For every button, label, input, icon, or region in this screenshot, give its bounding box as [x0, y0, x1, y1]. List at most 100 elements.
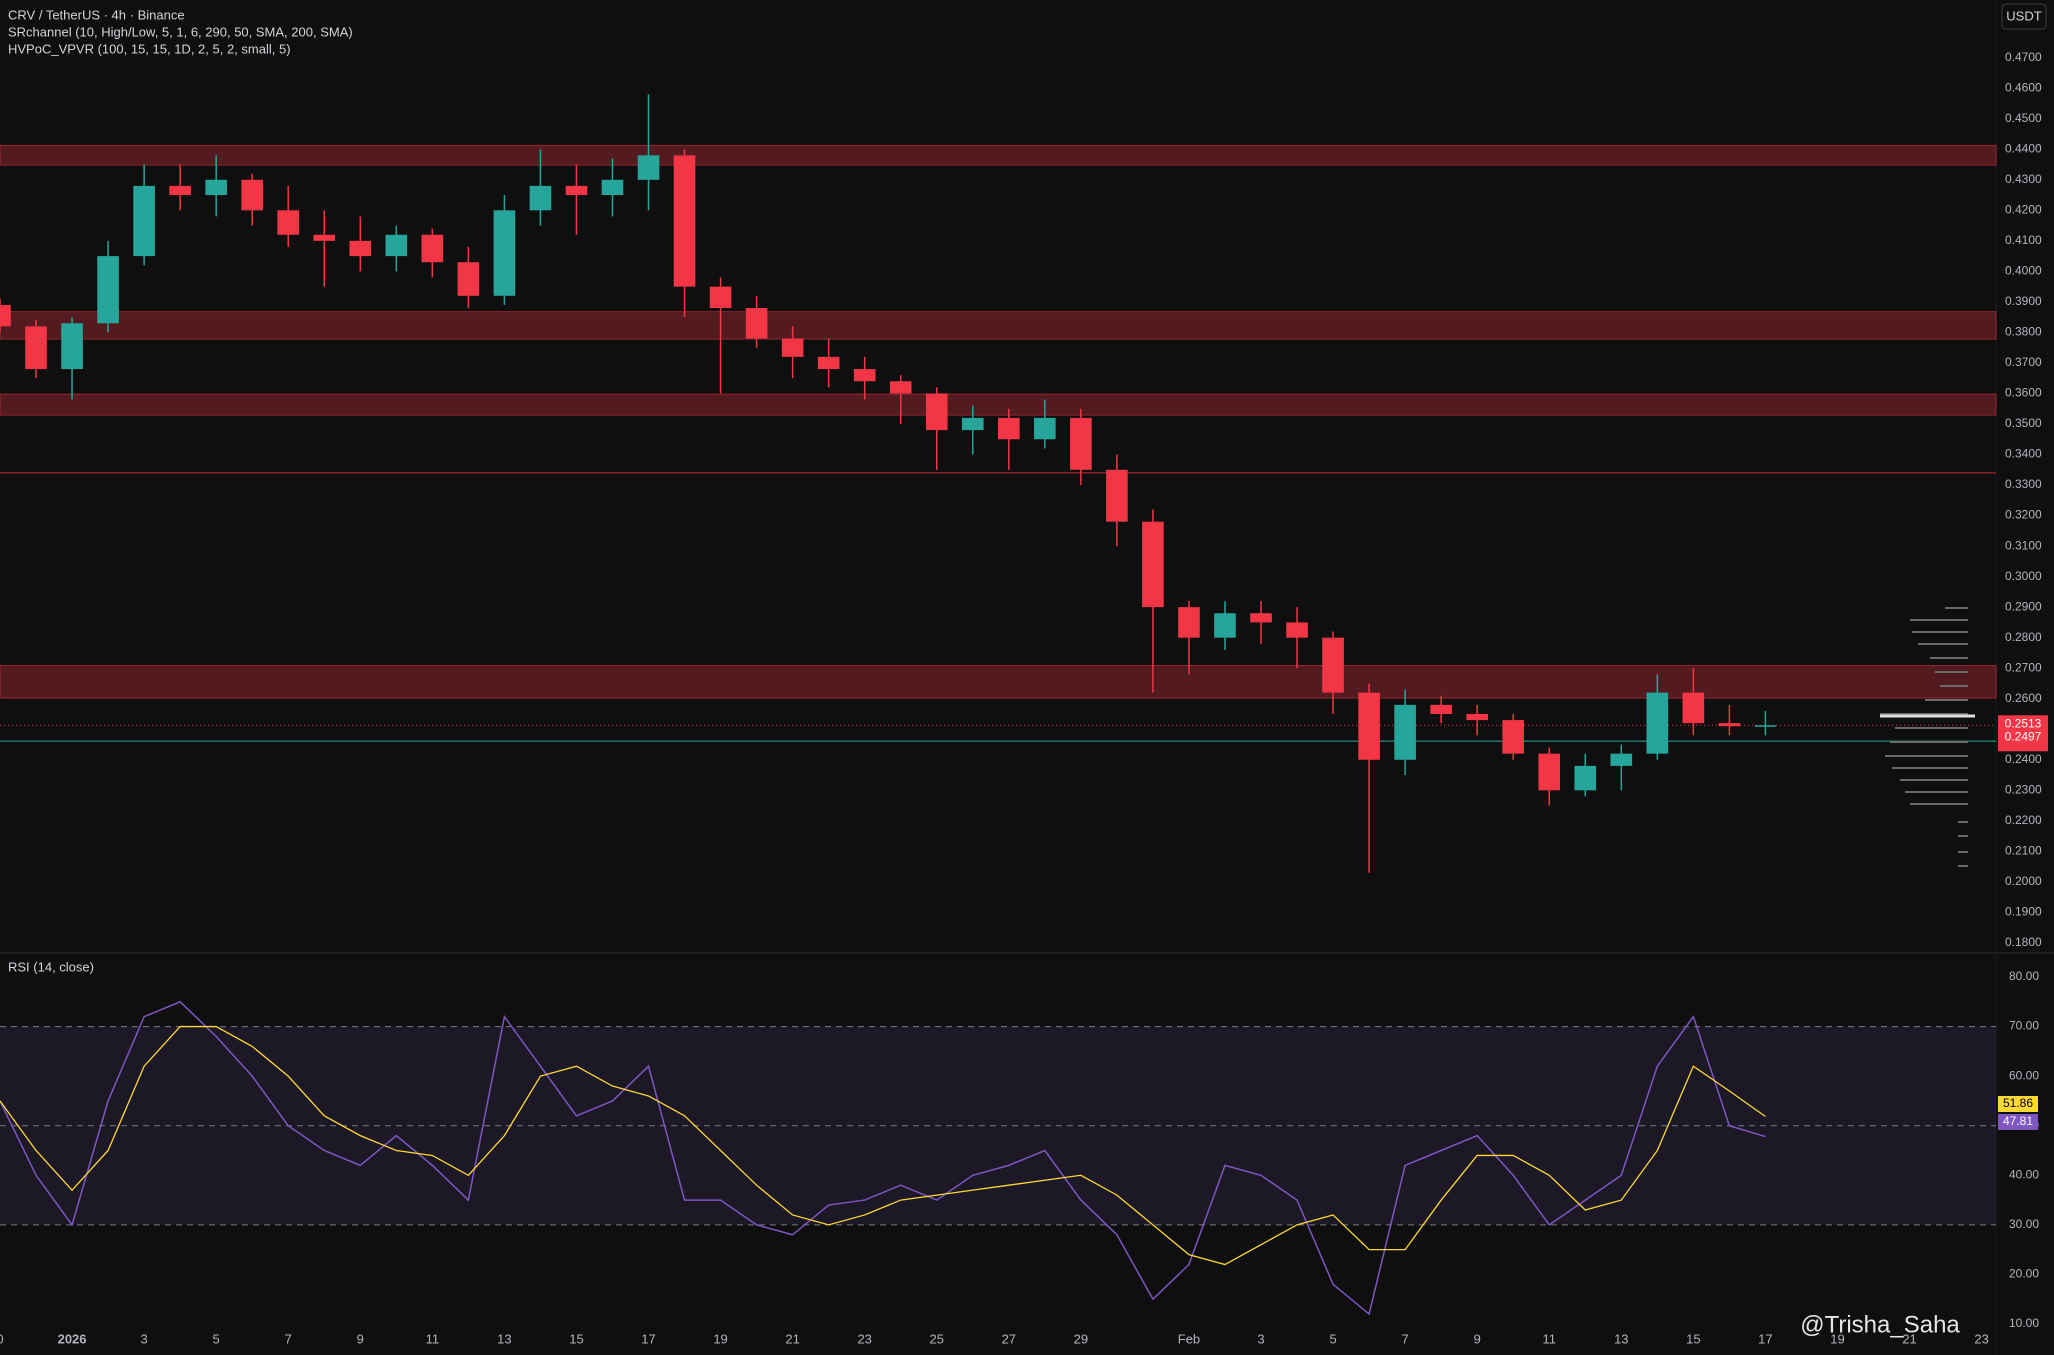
sr-zone	[0, 393, 1997, 416]
candle-body	[889, 381, 912, 394]
candle-body	[529, 185, 552, 211]
candle-body	[853, 369, 876, 382]
x-tick-label: 15	[569, 1331, 583, 1346]
y-tick-label: 30.00	[2009, 1217, 2039, 1231]
candle-body	[1682, 692, 1705, 724]
y-tick-label: 0.2100	[2005, 844, 2042, 858]
x-tick-label: Feb	[1178, 1331, 1200, 1346]
y-tick-label: 0.1900	[2005, 905, 2042, 919]
y-tick-label: 10.00	[2009, 1316, 2039, 1330]
y-tick-label: 0.3600	[2005, 386, 2042, 400]
candle-body	[1214, 613, 1236, 638]
y-tick-label: 0.4000	[2005, 264, 2042, 278]
candle-body	[673, 155, 696, 287]
candle-body	[1646, 692, 1669, 754]
candle-body	[1106, 469, 1128, 522]
y-tick-label: 0.3400	[2005, 447, 2042, 461]
volume-profile	[1880, 607, 1975, 867]
y-tick-label: 0.2800	[2005, 630, 2042, 644]
chart-title: CRV / TetherUS · 4h · Binance	[8, 7, 185, 22]
candle-body	[1538, 753, 1561, 791]
value-tag	[1998, 1114, 2038, 1130]
x-tick-label: 2026	[58, 1331, 87, 1346]
candle-body	[457, 262, 480, 296]
candle-body	[133, 185, 155, 257]
y-tick-label: 0.2000	[2005, 874, 2042, 888]
currency-label[interactable]: USDT	[2006, 8, 2041, 23]
candle-body	[1466, 713, 1488, 721]
y-tick-label: 80.00	[2009, 969, 2039, 983]
y-tick-label: 0.4200	[2005, 202, 2042, 216]
x-tick-label: 29	[1074, 1331, 1088, 1346]
y-tick-label: 0.4500	[2005, 111, 2042, 125]
candle-body	[1322, 637, 1344, 693]
x-tick-label: 13	[497, 1331, 511, 1346]
candle-body	[961, 417, 984, 431]
x-tick-label: 11	[1542, 1331, 1556, 1346]
sr-zone	[0, 311, 1997, 340]
y-tick-label: 0.2600	[2005, 691, 2042, 705]
candle-body	[1718, 723, 1741, 727]
y-tick-label: 0.3700	[2005, 355, 2042, 369]
y-tick-label: 0.2700	[2005, 660, 2042, 674]
value-label: 47.81	[2003, 1114, 2033, 1128]
x-tick-label: 7	[285, 1331, 292, 1346]
rsi-line	[0, 1025, 1766, 1266]
candle-body	[1754, 725, 1777, 727]
x-tick-label: 13	[1614, 1331, 1628, 1346]
x-tick-label: 17	[641, 1331, 655, 1346]
x-tick-label: 19	[1830, 1331, 1844, 1346]
y-tick-label: 0.4400	[2005, 141, 2042, 155]
candle-body	[781, 338, 804, 357]
candle-body	[1034, 417, 1056, 440]
candle-body	[1142, 521, 1164, 608]
value-label: 51.86	[2003, 1096, 2033, 1110]
candle-body	[0, 304, 11, 327]
y-tick-label: 0.3100	[2005, 538, 2042, 552]
x-tick-label: 23	[857, 1331, 871, 1346]
candle-body	[313, 234, 336, 241]
y-tick-label: 0.2200	[2005, 813, 2042, 827]
indicator-label: HVPoC_VPVR (100, 15, 15, 1D, 2, 5, 2, sm…	[8, 41, 291, 56]
candle-body	[709, 286, 732, 309]
candle-body	[1502, 720, 1525, 754]
candle-body	[817, 356, 840, 370]
y-tick-label: 0.4300	[2005, 172, 2042, 186]
candle-body	[1286, 622, 1308, 638]
y-tick-label: 0.3900	[2005, 294, 2042, 308]
candle-body	[169, 185, 191, 196]
candle-body	[1358, 692, 1380, 760]
candle-body	[565, 185, 588, 196]
candle-body	[925, 393, 948, 431]
second-price-label: 0.2497	[2005, 729, 2042, 743]
candle-body	[601, 179, 624, 196]
value-tag	[1998, 1096, 2038, 1112]
y-tick-label: 0.3300	[2005, 477, 2042, 491]
y-tick-label: 40.00	[2009, 1167, 2039, 1181]
x-tick-label: 3	[140, 1331, 147, 1346]
x-tick-label: 21	[1902, 1331, 1916, 1346]
x-tick-label: 25	[930, 1331, 944, 1346]
x-tick-label: 5	[213, 1331, 220, 1346]
y-tick-label: 20.00	[2009, 1267, 2039, 1281]
x-tick-label: 21	[785, 1331, 799, 1346]
x-tick-label: 9	[357, 1331, 364, 1346]
x-tick-label: 9	[1474, 1331, 1481, 1346]
y-tick-label: 0.2400	[2005, 752, 2042, 766]
candle-body	[1394, 704, 1416, 760]
y-tick-label: 0.3200	[2005, 508, 2042, 522]
price-tag	[1998, 728, 2048, 746]
last-price-label: 0.2513	[2005, 716, 2042, 730]
candle-body	[1574, 765, 1597, 791]
candle-body	[25, 326, 47, 370]
candle-body	[277, 210, 300, 235]
candle-body	[241, 179, 264, 211]
currency-button[interactable]	[2001, 3, 2047, 30]
watermark: @Trisha_Saha	[1800, 1311, 1960, 1338]
candle-body	[61, 323, 83, 370]
rsi-title: RSI (14, close)	[8, 959, 94, 974]
x-tick-label: 11	[426, 1331, 440, 1346]
x-tick-label: 27	[1002, 1331, 1016, 1346]
